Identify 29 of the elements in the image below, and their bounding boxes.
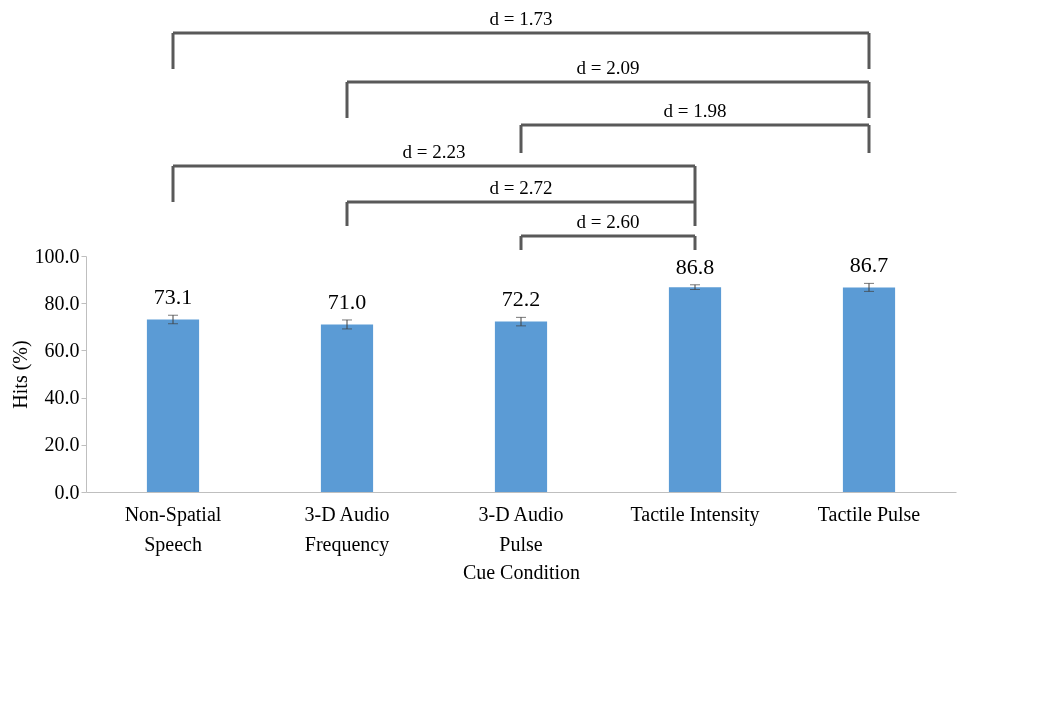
bar [320, 324, 374, 492]
x-axis-title: Cue Condition [462, 560, 581, 583]
bar [146, 319, 200, 492]
bar [842, 287, 896, 492]
data-label: 71.0 [327, 288, 367, 314]
text: d = 2.60 [576, 211, 640, 232]
data-label: 86.7 [849, 252, 889, 278]
x-tick-label: Tactile Pulse [817, 502, 921, 525]
y-tick-label: 100.0 [34, 244, 80, 267]
text: d = 1.98 [663, 100, 727, 121]
y-axis-title: Hits (%) [8, 340, 32, 409]
y-tick-label: 20.0 [44, 433, 80, 456]
y-tick-label: 80.0 [44, 291, 80, 314]
text: d = 2.09 [576, 57, 640, 78]
bar [494, 321, 548, 492]
x-tick-label: 3-D Audio Pulse [478, 502, 564, 555]
text: d = 1.73 [489, 8, 553, 29]
y-tick-label: 0.0 [54, 480, 80, 503]
data-label: 72.2 [501, 286, 541, 312]
data-label: 73.1 [153, 284, 193, 310]
bar [668, 287, 722, 492]
x-tick-label: Non-Spatial Speech [124, 502, 222, 556]
y-tick-label: 60.0 [44, 338, 80, 361]
x-tick-label: 3-D Audio Frequency [304, 502, 390, 556]
text: d = 2.72 [489, 177, 553, 198]
data-label: 86.8 [675, 253, 715, 279]
y-tick-label: 40.0 [44, 386, 80, 409]
text: d = 2.23 [402, 141, 466, 162]
x-tick-label: Tactile Intensity [630, 502, 760, 526]
